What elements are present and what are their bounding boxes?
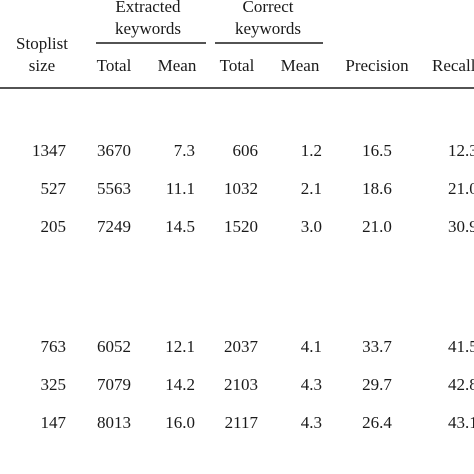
table-cell: 763 — [41, 337, 67, 356]
table-cell: 14.5 — [165, 217, 195, 236]
table-cell: 4.1 — [301, 337, 322, 356]
table-cell: 30.9 — [448, 217, 474, 236]
header-cell: size — [29, 56, 55, 75]
table-cell: 5563 — [97, 179, 131, 198]
table-cell: 7079 — [97, 375, 131, 394]
group-title: Extracted — [115, 0, 181, 16]
header-cell: Stoplist — [16, 34, 68, 53]
table-cell: 7.3 — [174, 141, 195, 160]
table-cell: 606 — [233, 141, 259, 160]
table-cell: 4.3 — [301, 375, 322, 394]
table-cell: 1520 — [224, 217, 258, 236]
table-cell: 8013 — [97, 413, 131, 432]
table-cell: 2037 — [224, 337, 259, 356]
table-cell: 6052 — [97, 337, 131, 356]
table-cell: 1.2 — [301, 141, 322, 160]
table-cell: 43.1 — [448, 413, 474, 432]
table-cell: 7249 — [97, 217, 131, 236]
table-cell: 1347 — [32, 141, 67, 160]
group-title: keywords — [235, 19, 301, 38]
table-cell: 21.0 — [448, 179, 474, 198]
table-cell: 147 — [41, 413, 67, 432]
table-cell: 16.0 — [165, 413, 195, 432]
table-cell: 325 — [41, 375, 67, 394]
table-cell: 14.2 — [165, 375, 195, 394]
header-cell: Total — [97, 56, 132, 75]
header-cell: Mean — [158, 56, 197, 75]
header-cell: Mean — [281, 56, 320, 75]
group-title: keywords — [115, 19, 181, 38]
table-cell: 11.1 — [166, 179, 195, 198]
group-title: Correct — [243, 0, 294, 16]
table-cell: 21.0 — [362, 217, 392, 236]
table-cell: 12.1 — [165, 337, 195, 356]
table-cell: 29.7 — [362, 375, 392, 394]
table-cell: 2103 — [224, 375, 258, 394]
table-cell: 4.3 — [301, 413, 322, 432]
table-cell: 3670 — [97, 141, 131, 160]
table-cell: 41.5 — [448, 337, 474, 356]
table-cell: 1032 — [224, 179, 258, 198]
table-cell: 18.6 — [362, 179, 392, 198]
table-cell: 3.0 — [301, 217, 322, 236]
table-cell: 33.7 — [362, 337, 392, 356]
table-cell: 2.1 — [301, 179, 322, 198]
table-cell: 26.4 — [362, 413, 392, 432]
table-cell: 12.3 — [448, 141, 474, 160]
table-cell: 42.8 — [448, 375, 474, 394]
header-cell: Total — [220, 56, 255, 75]
header-cell: Precision — [345, 56, 409, 75]
table-cell: 527 — [41, 179, 67, 198]
header-cell: Recall — [432, 56, 474, 75]
table-cell: 2117 — [225, 413, 259, 432]
table-cell: 16.5 — [362, 141, 392, 160]
table-cell: 205 — [41, 217, 67, 236]
